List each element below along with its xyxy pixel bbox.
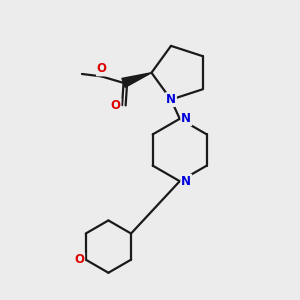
Text: O: O — [110, 99, 121, 112]
Text: N: N — [181, 175, 191, 188]
Text: O: O — [74, 253, 84, 266]
Polygon shape — [122, 73, 152, 87]
Text: N: N — [181, 112, 191, 125]
Text: N: N — [166, 93, 176, 106]
Text: O: O — [97, 62, 107, 75]
